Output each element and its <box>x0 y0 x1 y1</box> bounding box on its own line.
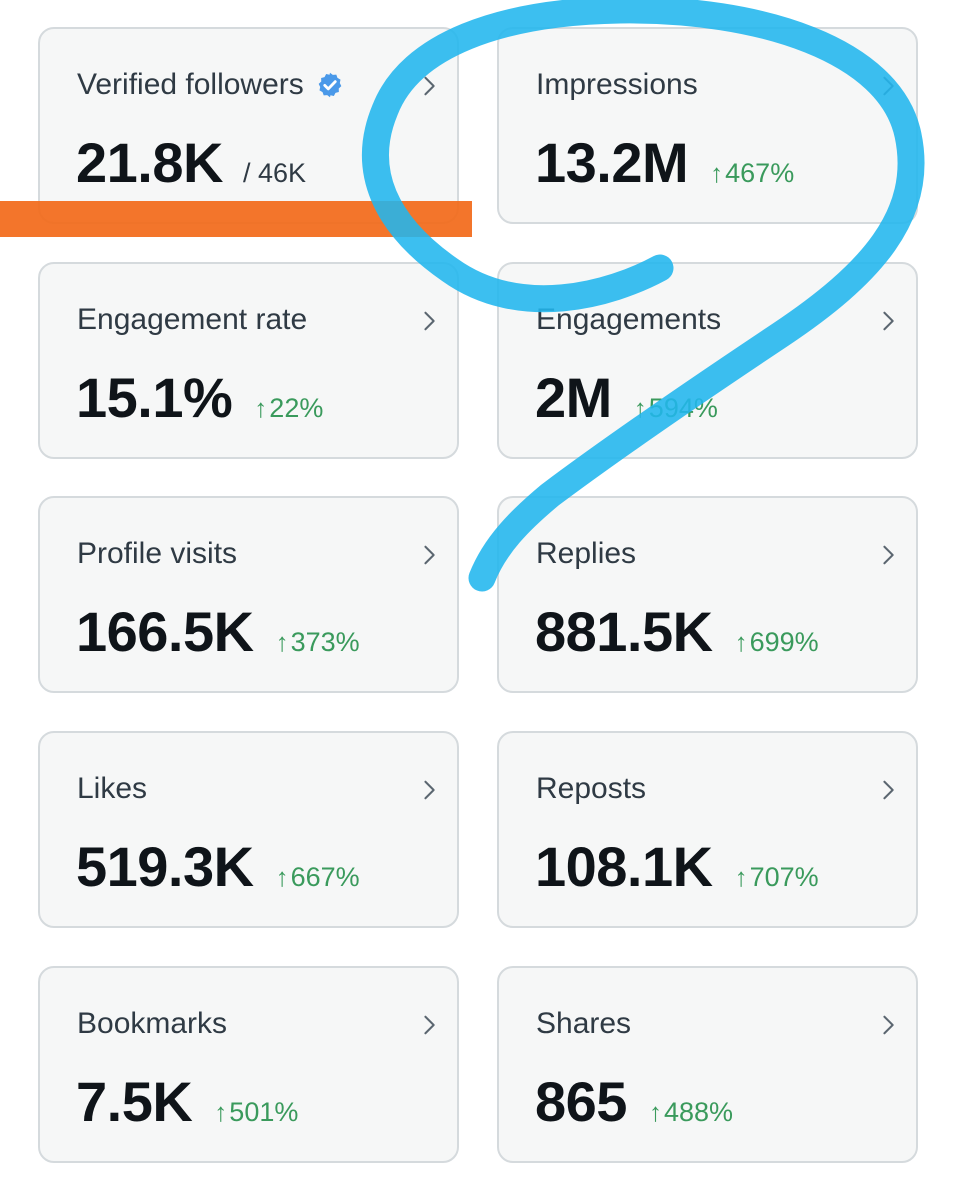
chevron-right-icon <box>883 780 894 800</box>
metric-value-row: 108.1K ↑ 707% <box>535 835 819 899</box>
change-indicator: ↑ 707% <box>735 862 819 893</box>
shares-card[interactable]: Shares 865 ↑ 488% <box>497 966 918 1163</box>
chevron-right-icon <box>424 1015 435 1035</box>
verified-followers-card[interactable]: Verified followers 21.8K / 46K <box>38 27 459 224</box>
up-arrow-icon: ↑ <box>734 862 748 892</box>
up-arrow-icon: ↑ <box>214 1097 228 1127</box>
metric-value-row: 13.2M ↑ 467% <box>535 131 794 195</box>
card-label: Verified followers <box>77 68 304 101</box>
chevron-right-icon <box>883 1015 894 1035</box>
chevron-right-icon <box>424 545 435 565</box>
chevron-right-icon <box>883 76 894 96</box>
change-percent: 699% <box>749 627 819 657</box>
change-percent: 467% <box>725 158 795 188</box>
chevron-right-icon <box>424 780 435 800</box>
up-arrow-icon: ↑ <box>648 1097 662 1127</box>
metric-value-row: 7.5K ↑ 501% <box>76 1070 298 1134</box>
change-indicator: ↑ 373% <box>276 627 360 658</box>
metric-value: 2M <box>535 366 612 429</box>
card-label: Engagements <box>536 303 722 336</box>
change-percent: 373% <box>290 627 360 657</box>
metric-value: 21.8K <box>76 131 223 194</box>
change-indicator: ↑ 667% <box>276 862 360 893</box>
chevron-right-icon <box>883 311 894 331</box>
verified-badge-icon <box>318 72 342 98</box>
metric-total: / 46K <box>242 158 306 188</box>
change-indicator: ↑ 501% <box>214 1097 298 1128</box>
change-indicator: ↑ 467% <box>710 158 794 189</box>
card-label: Bookmarks <box>77 1007 228 1040</box>
metric-value: 881.5K <box>535 600 713 663</box>
metric-value: 108.1K <box>535 835 713 898</box>
card-label: Engagement rate <box>77 303 308 336</box>
metric-value-row: 881.5K ↑ 699% <box>535 600 819 664</box>
metric-value: 15.1% <box>76 366 233 429</box>
up-arrow-icon: ↑ <box>710 158 724 188</box>
card-label: Profile visits <box>77 537 238 570</box>
metric-value: 865 <box>535 1070 627 1133</box>
profile-visits-card[interactable]: Profile visits 166.5K ↑ 373% <box>38 496 459 693</box>
metric-value-row: 865 ↑ 488% <box>535 1070 733 1134</box>
change-percent: 707% <box>749 862 819 892</box>
change-indicator: ↑ 22% <box>254 393 323 424</box>
up-arrow-icon: ↑ <box>275 627 289 657</box>
change-percent: 22% <box>269 393 324 423</box>
change-indicator: ↑ 488% <box>649 1097 733 1128</box>
chevron-right-icon <box>883 545 894 565</box>
likes-card[interactable]: Likes 519.3K ↑ 667% <box>38 731 459 928</box>
up-arrow-icon: ↑ <box>275 862 289 892</box>
change-percent: 501% <box>229 1097 299 1127</box>
up-arrow-icon: ↑ <box>254 393 268 423</box>
metric-value-row: 15.1% ↑ 22% <box>76 366 323 430</box>
change-percent: 667% <box>290 862 360 892</box>
metric-value-row: 21.8K / 46K <box>76 131 306 195</box>
change-indicator: ↑ 594% <box>634 393 718 424</box>
metric-value: 166.5K <box>76 600 254 663</box>
metric-value: 519.3K <box>76 835 254 898</box>
chevron-right-icon <box>424 311 435 331</box>
card-label: Impressions <box>536 68 698 101</box>
change-percent: 594% <box>648 393 718 423</box>
verified-followers-label-row: Verified followers <box>77 67 344 103</box>
chevron-right-icon <box>424 76 435 96</box>
metric-value-row: 2M ↑ 594% <box>535 366 718 430</box>
card-label: Reposts <box>536 772 647 805</box>
change-percent: 488% <box>663 1097 733 1127</box>
change-indicator: ↑ 699% <box>735 627 819 658</box>
metric-value: 13.2M <box>535 131 689 194</box>
bookmarks-card[interactable]: Bookmarks 7.5K ↑ 501% <box>38 966 459 1163</box>
card-label: Shares <box>536 1007 632 1040</box>
metric-value-row: 166.5K ↑ 373% <box>76 600 360 664</box>
metric-value-row: 519.3K ↑ 667% <box>76 835 360 899</box>
reposts-card[interactable]: Reposts 108.1K ↑ 707% <box>497 731 918 928</box>
engagements-card[interactable]: Engagements 2M ↑ 594% <box>497 262 918 459</box>
card-label: Replies <box>536 537 637 570</box>
card-label: Likes <box>77 772 148 805</box>
replies-card[interactable]: Replies 881.5K ↑ 699% <box>497 496 918 693</box>
up-arrow-icon: ↑ <box>633 393 647 423</box>
engagement-rate-card[interactable]: Engagement rate 15.1% ↑ 22% <box>38 262 459 459</box>
metric-value: 7.5K <box>76 1070 193 1133</box>
impressions-card[interactable]: Impressions 13.2M ↑ 467% <box>497 27 918 224</box>
up-arrow-icon: ↑ <box>734 627 748 657</box>
